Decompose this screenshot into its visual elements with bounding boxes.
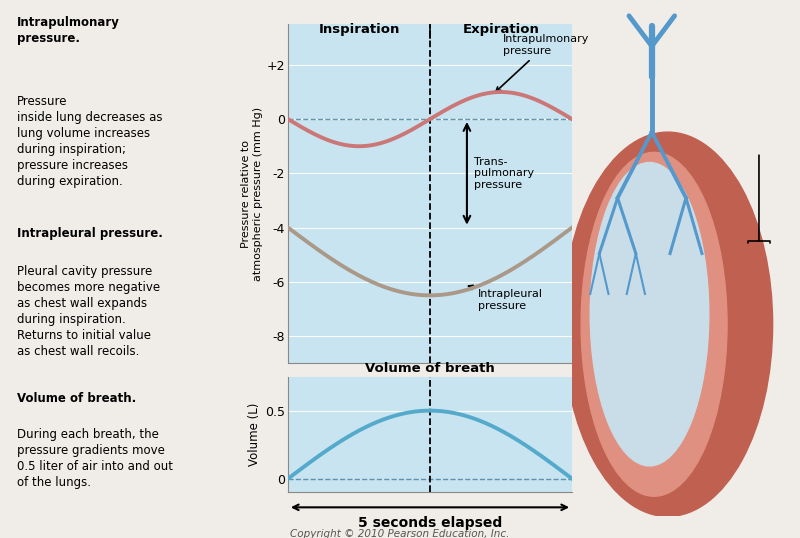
Text: Volume of breath.: Volume of breath.	[18, 392, 137, 405]
Text: Pleural cavity pressure
becomes more negative
as chest wall expands
during inspi: Pleural cavity pressure becomes more neg…	[18, 265, 160, 358]
Text: During each breath, the
pressure gradients move
0.5 liter of air into and out
of: During each breath, the pressure gradien…	[18, 428, 173, 489]
Text: Intrapulmonary
pressure.: Intrapulmonary pressure.	[18, 16, 120, 45]
Text: Pressure
inside lung decreases as
lung volume increases
during inspiration;
pres: Pressure inside lung decreases as lung v…	[18, 95, 162, 188]
Text: Trans-
pulmonary
pressure: Trans- pulmonary pressure	[474, 157, 534, 190]
Ellipse shape	[563, 132, 773, 516]
Text: Intrapleural
pressure: Intrapleural pressure	[469, 285, 543, 311]
Y-axis label: Volume (L): Volume (L)	[248, 403, 261, 466]
Text: Intrapulmonary
pressure: Intrapulmonary pressure	[496, 34, 589, 91]
Ellipse shape	[590, 162, 709, 466]
Text: Copyright © 2010 Pearson Education, Inc.: Copyright © 2010 Pearson Education, Inc.	[290, 529, 510, 538]
Text: Inspiration: Inspiration	[318, 24, 400, 37]
Title: Volume of breath: Volume of breath	[365, 363, 495, 376]
Y-axis label: Pressure relative to
atmospheric pressure (mm Hg): Pressure relative to atmospheric pressur…	[241, 107, 262, 281]
Text: Intrapleural pressure.: Intrapleural pressure.	[18, 227, 163, 240]
Text: 5 seconds elapsed: 5 seconds elapsed	[358, 516, 502, 530]
Text: Expiration: Expiration	[462, 24, 539, 37]
Ellipse shape	[581, 152, 727, 496]
